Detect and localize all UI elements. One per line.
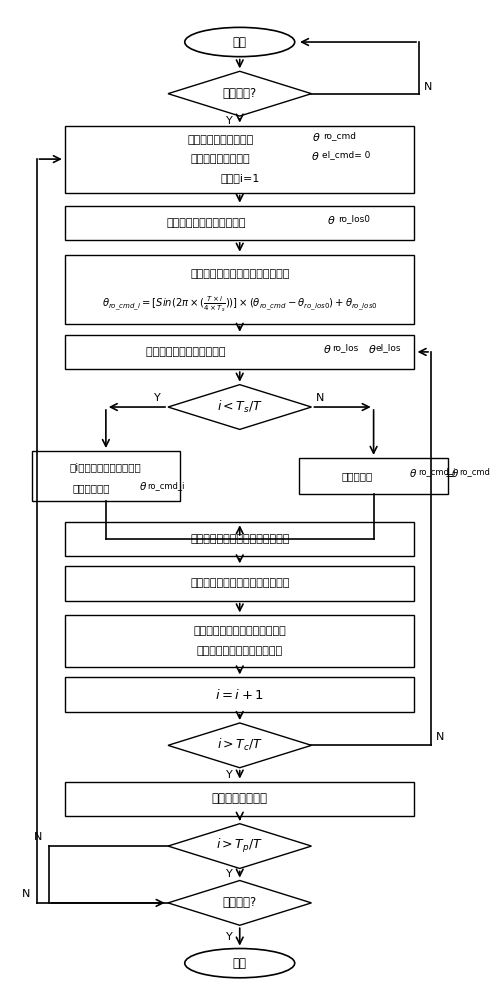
Text: $\theta_{ro\_cmd\_i}=[Sin(2\pi\times(\frac{T\times i}{4\times T_s}))]\times(\the: $\theta_{ro\_cmd\_i}=[Sin(2\pi\times(\fr… — [102, 295, 378, 314]
Text: 接收横滚通道位置指令: 接收横滚通道位置指令 — [188, 135, 254, 145]
Text: 生成横滚通道的位置规划控制曲线: 生成横滚通道的位置规划控制曲线 — [190, 269, 290, 279]
Text: 将i代入横滚通道位置规划: 将i代入横滚通道位置规划 — [70, 462, 142, 472]
Text: 调用姿态解算子程序，计算: 调用姿态解算子程序，计算 — [146, 347, 229, 357]
Text: 通过横滚通道和俯仰通道功率放: 通过横滚通道和俯仰通道功率放 — [194, 626, 286, 636]
Text: 工作结束?: 工作结束? — [223, 896, 257, 909]
Text: θ: θ — [362, 345, 375, 355]
Bar — [65, 335, 414, 369]
Bar — [65, 677, 414, 712]
Text: $i > T_p/T$: $i > T_p/T$ — [216, 837, 263, 855]
Text: N: N — [436, 732, 444, 742]
Text: θ: θ — [328, 216, 335, 226]
Text: N: N — [316, 393, 324, 403]
Text: $i < T_s/T$: $i < T_s/T$ — [217, 399, 263, 415]
Text: 通知相机启动拍照: 通知相机启动拍照 — [212, 792, 268, 805]
Text: ro_los0: ro_los0 — [338, 214, 370, 223]
Bar — [65, 782, 414, 816]
Text: el_los: el_los — [376, 343, 401, 352]
Text: 开始工作?: 开始工作? — [223, 87, 257, 100]
Text: 开始: 开始 — [233, 36, 247, 49]
Text: N: N — [34, 832, 42, 842]
Polygon shape — [168, 824, 311, 868]
Polygon shape — [168, 881, 311, 925]
Text: Y: Y — [226, 869, 233, 879]
Polygon shape — [168, 71, 311, 116]
Text: 令俯仰通道位置指令: 令俯仰通道位置指令 — [191, 154, 250, 164]
Polygon shape — [168, 723, 311, 768]
Text: 横滚通道和俯仰通道位置回路运算: 横滚通道和俯仰通道位置回路运算 — [190, 534, 290, 544]
Text: $i=i+1$: $i=i+1$ — [215, 688, 264, 702]
Text: 令横滚通道: 令横滚通道 — [341, 471, 373, 481]
Text: ro_cmd: ro_cmd — [460, 467, 491, 476]
Polygon shape — [168, 385, 311, 429]
Ellipse shape — [185, 27, 295, 57]
Text: $i > T_c/T$: $i > T_c/T$ — [217, 737, 263, 753]
Text: 调用姿态解算子程序，计算: 调用姿态解算子程序，计算 — [166, 218, 246, 228]
Bar — [65, 255, 414, 324]
Bar — [65, 126, 414, 193]
Bar — [299, 458, 447, 494]
Text: 大器控制横滚和俯仰电机转动: 大器控制横滚和俯仰电机转动 — [197, 647, 283, 657]
Bar — [65, 206, 414, 240]
Text: 结束: 结束 — [233, 957, 247, 970]
Text: N: N — [22, 889, 30, 899]
Bar — [65, 522, 414, 556]
Text: 令变量i=1: 令变量i=1 — [220, 173, 259, 183]
Text: Y: Y — [226, 770, 233, 780]
Text: el_cmd= 0: el_cmd= 0 — [322, 150, 370, 159]
Text: 横滚通道和俯仰通道速度回路运算: 横滚通道和俯仰通道速度回路运算 — [190, 579, 290, 589]
Text: θ: θ — [451, 469, 458, 479]
Text: θ: θ — [312, 133, 319, 143]
Text: θ: θ — [311, 152, 318, 162]
Text: Y: Y — [226, 116, 233, 126]
Bar — [65, 566, 414, 601]
Text: ro_cmd_i: ro_cmd_i — [418, 467, 455, 476]
Ellipse shape — [185, 949, 295, 978]
Text: θ: θ — [323, 345, 330, 355]
Text: 控制曲线生成: 控制曲线生成 — [73, 483, 110, 493]
Text: ro_los: ro_los — [332, 343, 358, 352]
Text: ro_cmd: ro_cmd — [323, 131, 356, 140]
Text: Y: Y — [226, 932, 233, 942]
Text: =: = — [442, 471, 454, 481]
Text: Y: Y — [154, 393, 161, 403]
Text: θ: θ — [139, 482, 146, 492]
Bar — [65, 615, 414, 667]
Text: θ: θ — [409, 469, 416, 479]
Text: N: N — [423, 82, 432, 92]
Text: ro_cmd_i: ro_cmd_i — [148, 481, 185, 490]
Bar — [32, 451, 180, 501]
